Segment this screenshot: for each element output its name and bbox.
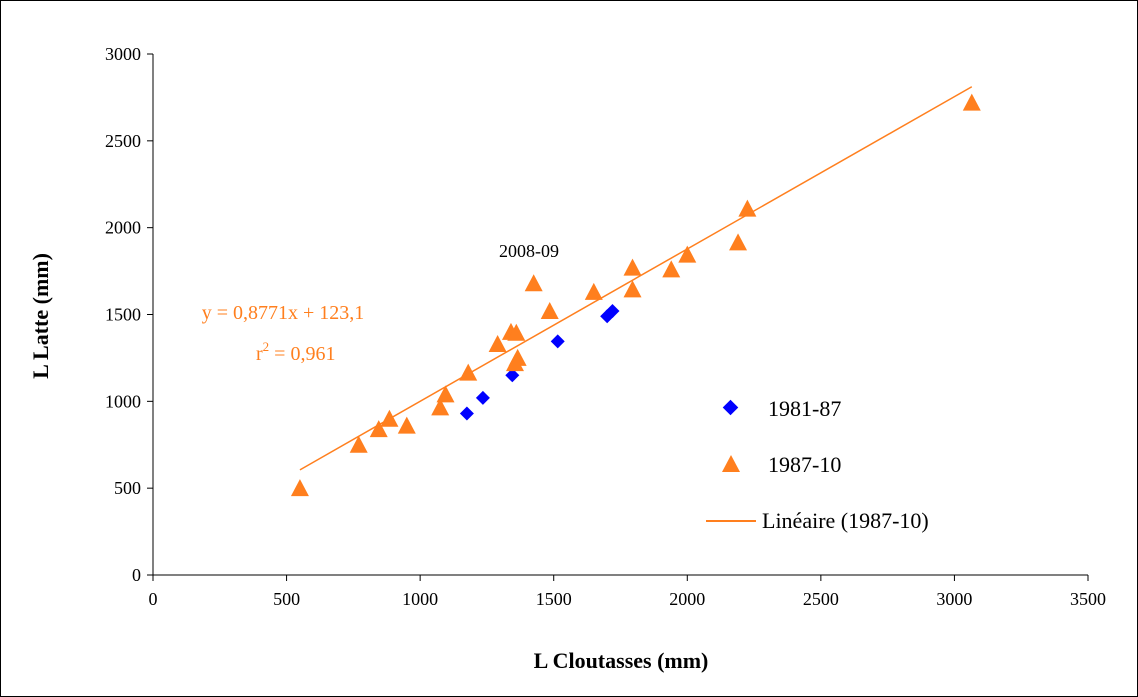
point-1987-10: [962, 93, 981, 111]
x-tick-label: 3000: [936, 589, 972, 609]
point-1987-10: [738, 199, 757, 217]
x-tick-label: 2500: [803, 589, 839, 609]
point-1987-10: [380, 409, 399, 427]
x-tick-label: 2000: [669, 589, 705, 609]
y-tick-label: 2500: [105, 131, 141, 151]
x-axis-title: L Cloutasses (mm): [534, 648, 709, 673]
y-tick-label: 2000: [105, 218, 141, 238]
trendline-layer: [299, 86, 973, 471]
point-1987-10: [459, 363, 478, 381]
point-1981-87: [475, 390, 490, 405]
legend-label-trendline: Linéaire (1987-10): [762, 508, 929, 533]
point-1987-10: [349, 435, 368, 453]
legend-label-1981-87: 1981-87: [768, 396, 841, 421]
point-1987-10: [397, 416, 416, 434]
y-tick-label: 0: [132, 565, 141, 585]
x-tick-label: 1000: [402, 589, 438, 609]
point-1981-87: [550, 334, 565, 349]
r2-prefix: r: [256, 343, 263, 365]
point-1987-10: [507, 323, 526, 341]
y-tick-label: 500: [114, 478, 141, 498]
x-tick-label: 1500: [536, 589, 572, 609]
points-layer: [290, 93, 981, 497]
point-1987-10: [584, 282, 603, 300]
trendline-r2: r2 = 0,961: [256, 339, 335, 365]
point-1987-10: [488, 335, 507, 353]
point-1981-87: [459, 406, 474, 421]
r2-exponent: 2: [263, 339, 270, 354]
legend-marker-1987-10: [722, 455, 740, 472]
legend-marker-1981-87: [722, 399, 739, 416]
x-tick-label: 0: [149, 589, 158, 609]
point-1987-10: [290, 479, 309, 497]
point-1987-10: [436, 385, 455, 403]
trendline-equation: y = 0,8771x + 123,1: [202, 302, 365, 324]
legend-label-1987-10: 1987-10: [768, 452, 841, 477]
point-1981-87: [605, 304, 620, 319]
point-1987-10: [678, 245, 697, 263]
point-1987-10: [431, 398, 450, 416]
point-1987-10: [623, 258, 642, 276]
legend: 1981-87 1987-10 Linéaire (1987-10): [706, 396, 929, 533]
axes: 0 500 1000 1500 2000 2500 3000 0 500 1000 1500 2000…: [105, 44, 1106, 609]
annotation-2008-09: 2008-09: [499, 241, 559, 261]
y-tick-label: 3000: [105, 44, 141, 64]
point-1987-10: [662, 260, 681, 278]
point-1987-10: [623, 280, 642, 298]
point-1987-10: [369, 420, 388, 438]
point-1981-87: [505, 368, 520, 383]
point-1987-10: [540, 302, 559, 320]
r2-value: = 0,961: [269, 343, 335, 365]
y-tick-label: 1500: [105, 305, 141, 325]
point-1987-10: [729, 233, 748, 251]
x-tick-label: 3500: [1070, 589, 1106, 609]
y-tick-label: 1000: [105, 391, 141, 411]
point-1987-10: [508, 348, 527, 366]
trendline: [299, 86, 973, 471]
point-1987-10: [524, 274, 543, 292]
y-axis-title: L Latte (mm): [28, 253, 53, 379]
x-tick-label: 500: [273, 589, 300, 609]
